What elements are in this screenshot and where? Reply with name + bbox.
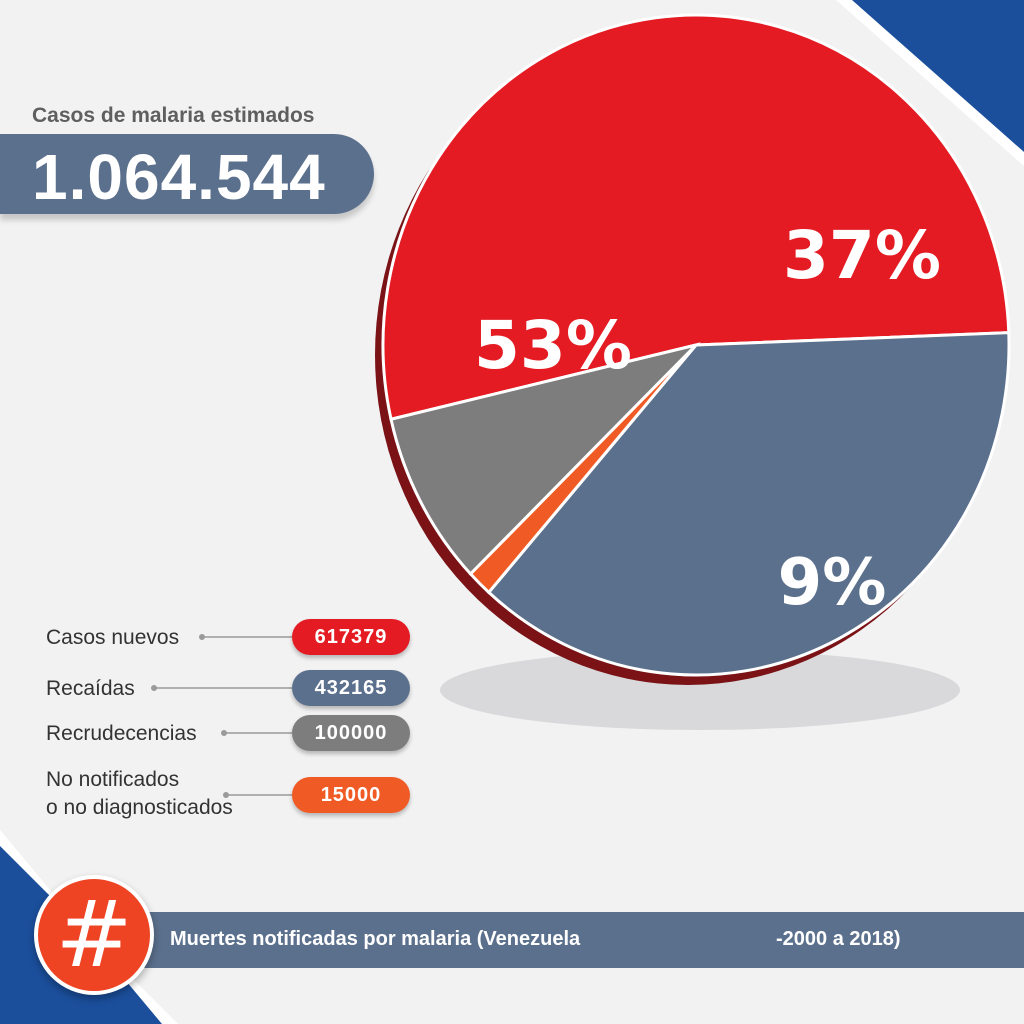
footer-text-left: Muertes notificadas por malaria (Venezue… bbox=[170, 928, 581, 950]
pie-slice-3 bbox=[389, 342, 701, 577]
hash-icon: # bbox=[55, 881, 133, 988]
legend-value-recrudecencias: 100000 bbox=[292, 715, 410, 751]
legend-label-recrudecencias: Recrudecencias bbox=[46, 722, 197, 745]
pie-percent-label-0: 53% bbox=[474, 307, 632, 384]
pie-floor-shadow bbox=[440, 650, 960, 730]
pie-percent-label-1: 37% bbox=[783, 217, 941, 294]
corner-top-right-stripe bbox=[836, 0, 1024, 166]
legend-value-no-notificados: 15000 bbox=[292, 777, 410, 813]
legend-value-casos-nuevos: 617379 bbox=[292, 619, 410, 655]
total-cases-value: 1.064.544 bbox=[32, 141, 326, 213]
legend-value-recaidas: 432165 bbox=[292, 670, 410, 706]
estimated-cases-title: Casos de malaria estimados bbox=[32, 104, 315, 127]
total-pill bbox=[0, 134, 374, 214]
legend-label-casos-nuevos: Casos nuevos bbox=[46, 626, 180, 649]
legend-connectors bbox=[154, 636, 292, 796]
legend-label-recaidas: Recaídas bbox=[46, 677, 135, 700]
pie-slice-0 bbox=[381, 13, 1011, 422]
legend-label-no-notificados-line2: o no diagnosticados bbox=[46, 796, 233, 819]
legend-connector-dots bbox=[151, 634, 229, 798]
pie-slice-1 bbox=[486, 331, 1011, 677]
footer-bar bbox=[96, 912, 1024, 968]
legend-label-no-notificados-line1: No notificados bbox=[46, 768, 180, 791]
pie-percent-label-3: 9% bbox=[778, 546, 887, 620]
hash-badge: # bbox=[34, 875, 154, 995]
footer-text-right: -2000 a 2018) bbox=[776, 928, 901, 950]
